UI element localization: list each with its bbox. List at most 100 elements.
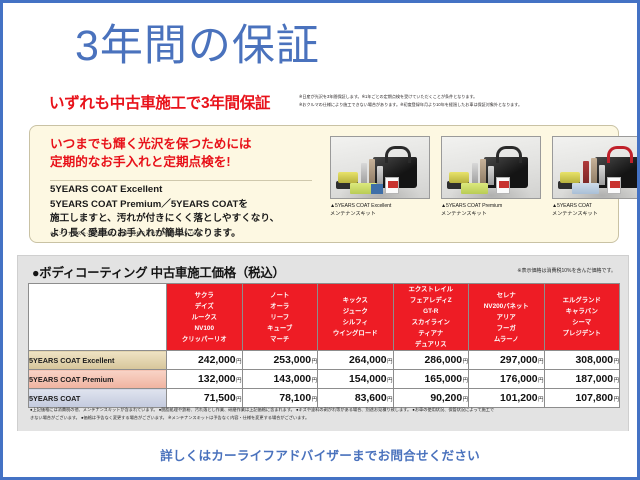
cloth-blue-icon — [371, 184, 383, 194]
promo-divider — [50, 180, 312, 181]
kit-caption: ▲5YEARS COAT Premium メンテナンスキット — [441, 202, 541, 219]
model-name: ジューク — [342, 308, 368, 316]
model-name: フーガ — [496, 324, 516, 332]
kit-photo-excellent — [330, 136, 430, 199]
kit-caption: ▲5YEARS COAT メンテナンスキット — [552, 202, 637, 219]
model-name: キックス — [342, 297, 368, 305]
model-name: セレナ — [496, 291, 516, 299]
price-cell: 83,600円 — [317, 388, 394, 409]
promo-headline-line2: 定期的なお手入れと定期点検を! — [50, 155, 231, 170]
yen-unit: 円 — [538, 396, 544, 403]
kit-item: ▲5YEARS COAT Excellent メンテナンスキット — [330, 136, 430, 219]
pricing-note-line: きない場合がございます。 ●価格は予告なく変更する場合がございます。 ※メンテナ… — [30, 415, 310, 421]
yen-unit: 円 — [538, 377, 544, 384]
table-row: 5YEARS COAT Premium 132,000円 143,000円 154,0… — [28, 369, 620, 390]
model-name: GT-R — [423, 308, 439, 316]
yen-unit: 円 — [387, 396, 393, 403]
yen-unit: 円 — [462, 377, 468, 384]
kit-caption-line2: メンテナンスキット — [330, 211, 376, 218]
table-header-row: サクラ デイズ ルークス NV100 クリッパーリオ ノート オーラ リーフ キューブ マーチ … — [28, 282, 620, 352]
model-name: フェアレディZ — [409, 297, 452, 305]
table-row: 5YEARS COAT 71,500円 78,100円 83,600円 90,200円 1… — [28, 388, 620, 409]
pricing-table-body: 5YEARS COAT Excellent 242,000円 253,000円 264… — [28, 350, 620, 409]
table-corner-cell — [28, 282, 167, 352]
hero-section: 3年間の保証 いずれも中古車施工で3年間保証 ※日産が光沢を3年間保証します。※… — [3, 3, 637, 118]
model-name: ウイングロード — [332, 330, 378, 338]
model-name: プレジデント — [562, 330, 601, 338]
bottle-icon — [369, 159, 375, 185]
yen-unit: 円 — [613, 358, 619, 365]
kit-item: ▲5YEARS COAT Premium メンテナンスキット — [441, 136, 541, 219]
price-cell: 286,000円 — [392, 350, 469, 371]
table-row: 5YEARS COAT Excellent 242,000円 253,000円 264… — [28, 350, 620, 371]
model-name: ルークス — [191, 313, 217, 321]
yen-unit: 円 — [387, 358, 393, 365]
bottle-icon — [480, 159, 486, 185]
pricing-table: サクラ デイズ ルークス NV100 クリッパーリオ ノート オーラ リーフ キューブ マーチ … — [28, 282, 620, 409]
kit-caption-line1: ▲5YEARS COAT — [552, 203, 592, 209]
contact-cta: 詳しくはカーライフアドバイザーまでお問合せください — [160, 448, 480, 463]
model-name: アリア — [496, 313, 516, 321]
model-name: リーフ — [270, 313, 290, 321]
sponge-icon — [560, 172, 580, 183]
yen-unit: 円 — [462, 358, 468, 365]
pricing-notes: ●上記価格には消費税の他、メンテナンスキットが含まれています。 ●脱脂処理や鉄粉… — [30, 406, 620, 422]
tax-note: ※表示価格は消費税10%を含んだ価格です。 — [517, 268, 616, 274]
promo-body: 5YEARS COAT Excellent 5YEARS COAT Premiu… — [50, 183, 279, 241]
pricing-table-title: ●ボディコーティング 中古車施工価格（税込） — [32, 266, 285, 280]
promo-body-line2: 5YEARS COAT Premium／5YEARS COATを — [50, 198, 248, 210]
model-name: スカイライン — [411, 319, 450, 327]
yen-unit: 円 — [236, 358, 242, 365]
model-name: キャラバン — [565, 308, 598, 316]
yen-unit: 円 — [236, 396, 242, 403]
bottle-icon — [361, 163, 367, 185]
kit-item: ▲5YEARS COAT メンテナンスキット — [552, 136, 637, 219]
yen-unit: 円 — [613, 396, 619, 403]
price-cell: 132,000円 — [166, 369, 243, 390]
bottle-icon — [488, 166, 494, 185]
model-name: サクラ — [194, 291, 214, 299]
promo-body-line3: 施工しますと、汚れが付きにくく落としやすくなり、 — [50, 213, 280, 225]
price-cell: 187,000円 — [543, 369, 620, 390]
model-name: オーラ — [270, 302, 290, 310]
price-cell: 165,000円 — [392, 369, 469, 390]
price-cell: 297,000円 — [468, 350, 545, 371]
sponge-icon — [338, 172, 358, 183]
model-column-header: セレナ NV200バネット アリア フーガ ムラーノ — [468, 282, 545, 352]
model-name: シルフィ — [342, 319, 368, 327]
price-cell: 264,000円 — [317, 350, 394, 371]
kit-photo-standard — [552, 136, 637, 199]
kit-caption: ▲5YEARS COAT Excellent メンテナンスキット — [330, 202, 430, 219]
hero-disclaimer-line: ※おクルマの仕様により施工できない場合があります。※初度登録年月より10年を経過… — [299, 101, 523, 107]
product-label: 5YEARS COAT — [28, 388, 167, 409]
model-name: NV200バネット — [483, 302, 529, 310]
model-column-header: キックスジュークシルフィウイングロード — [317, 282, 394, 352]
promo-body-line4: より長く愛車のお手入れが簡単になります。 — [50, 227, 241, 239]
kit-photo-premium — [441, 136, 541, 199]
bottle-icon — [472, 163, 478, 185]
model-column-header: エルグランド キャラバン シーマ プレジデント — [543, 282, 620, 352]
price-cell: 71,500円 — [166, 388, 243, 409]
price-cell: 78,100円 — [241, 388, 318, 409]
product-box-icon — [496, 177, 510, 194]
model-name: ティアナ — [418, 330, 444, 338]
price-cell: 176,000円 — [468, 369, 545, 390]
yen-unit: 円 — [311, 396, 317, 403]
price-cell: 143,000円 — [241, 369, 318, 390]
yen-unit: 円 — [462, 396, 468, 403]
kit-caption-line2: メンテナンスキット — [552, 211, 598, 218]
applicator-icon — [447, 181, 469, 189]
yen-unit: 円 — [613, 377, 619, 384]
model-name: エクストレイル — [408, 286, 454, 293]
applicator-icon — [336, 181, 358, 189]
promo-fine-print: ※メンテナンスキットは予告なく内容・仕様を変更する場合がございます。 — [50, 231, 205, 236]
product-label: 5YEARS COAT Premium — [28, 369, 167, 390]
bottle-icon — [583, 161, 589, 185]
bottle-icon — [377, 166, 383, 185]
model-name: エルグランド — [562, 297, 601, 305]
kit-caption-line1: ▲5YEARS COAT Premium — [441, 203, 503, 209]
pricing-note-line: ●上記価格には消費税の他、メンテナンスキットが含まれています。 ●脱脂処理や鉄粉… — [30, 407, 495, 412]
price-cell: 242,000円 — [166, 350, 243, 371]
product-box-icon — [385, 177, 399, 194]
yen-unit: 円 — [236, 377, 242, 384]
